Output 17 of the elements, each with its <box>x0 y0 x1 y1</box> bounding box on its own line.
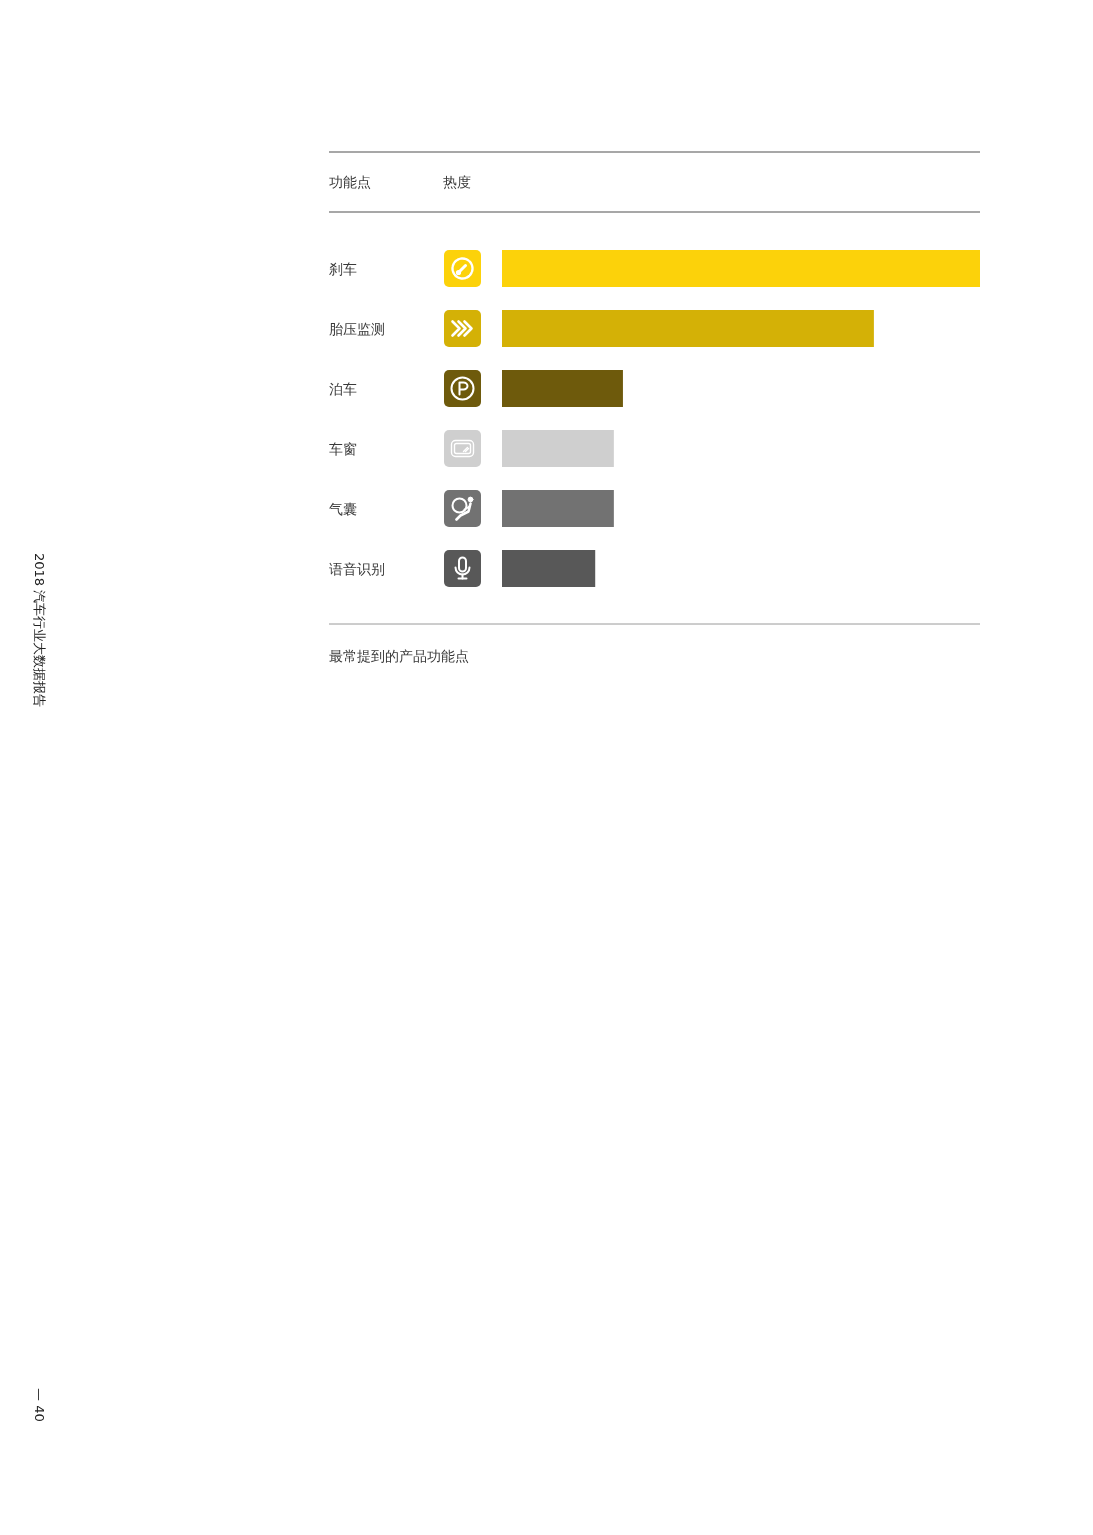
bar <box>502 430 614 467</box>
y-tick-label: 泊车 <box>329 380 357 397</box>
bar <box>502 550 596 587</box>
y-axis-title: 功能点 <box>329 174 371 190</box>
bar <box>502 370 623 407</box>
x-axis-title: 热度 <box>443 174 471 190</box>
bar <box>502 250 980 287</box>
text: 2018 汽车行业大数据报告 <box>32 553 48 708</box>
y-tick-label: 语音识别 <box>329 560 385 577</box>
y-tick-label: 车窗 <box>329 440 357 457</box>
bar <box>502 490 614 527</box>
text: — 40 <box>32 1388 48 1422</box>
y-tick-label: 刹车 <box>329 260 357 277</box>
y-tick-label: 气囊 <box>329 500 357 517</box>
text: 最常提到的产品功能点 <box>329 648 469 664</box>
y-tick-label: 胎压监测 <box>329 320 385 337</box>
bar <box>502 310 874 347</box>
